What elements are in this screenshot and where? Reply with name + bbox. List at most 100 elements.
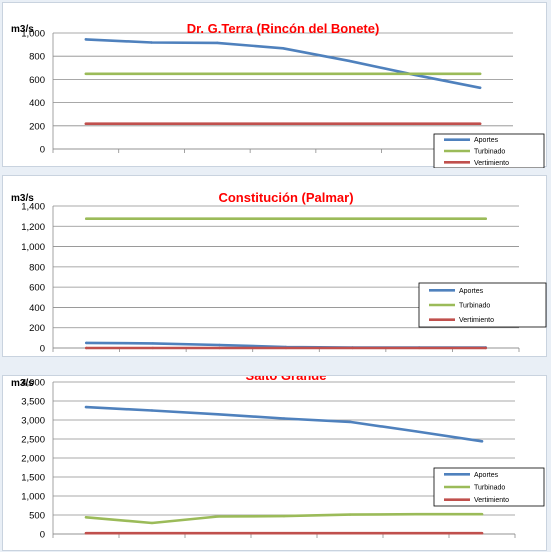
legend-label-vertimiento: Vertimiento xyxy=(474,160,509,167)
data-point-vertimiento xyxy=(84,532,88,535)
y-tick-label: 3,500 xyxy=(21,397,45,408)
y-tick-label: 2,500 xyxy=(21,435,45,446)
y-tick-label: 1,500 xyxy=(21,473,45,484)
legend-label-aportes: Aportes xyxy=(474,472,499,479)
y-tick-label: 200 xyxy=(29,121,45,132)
chart-panel-palmar: 0 200 400 600 800 1,000 1,200 1,400 m3/s Constitu… xyxy=(2,175,547,357)
data-point-aportes xyxy=(478,86,482,89)
data-point-aportes xyxy=(414,430,418,433)
data-point-turbinado xyxy=(347,72,350,76)
data-point-turbinado xyxy=(413,72,416,76)
data-point-aportes xyxy=(150,41,153,44)
data-point-aportes xyxy=(218,343,221,347)
y-axis-unit-label: m3/s xyxy=(11,24,34,35)
data-point-aportes xyxy=(347,59,350,63)
chart-title: Constitución (Palmar) xyxy=(218,190,353,205)
data-point-aportes xyxy=(84,38,88,41)
data-point-turbinado xyxy=(417,217,421,220)
data-point-turbinado xyxy=(85,217,88,220)
y-tick-label: 500 xyxy=(29,511,45,522)
data-point-vertimiento xyxy=(484,346,487,350)
y-tick-label: 800 xyxy=(29,262,45,273)
y-tick-label: 1,000 xyxy=(21,29,45,40)
data-point-vertimiento xyxy=(216,122,219,125)
legend-label-aportes: Aportes xyxy=(474,137,499,144)
data-point-turbinado xyxy=(151,217,155,220)
data-point-vertimiento xyxy=(348,532,352,535)
data-point-aportes xyxy=(281,47,285,50)
series-line-aportes xyxy=(84,38,482,90)
data-point-aportes xyxy=(216,413,220,416)
data-point-aportes xyxy=(151,342,155,345)
data-point-aportes xyxy=(348,420,352,424)
data-point-turbinado xyxy=(282,514,286,518)
legend-label-aportes: Aportes xyxy=(459,288,484,295)
data-point-aportes xyxy=(216,41,219,45)
y-tick-label: 0 xyxy=(40,145,45,156)
data-point-vertimiento xyxy=(478,122,482,125)
data-point-vertimiento xyxy=(281,122,285,125)
y-tick-label: 600 xyxy=(29,75,45,86)
legend-label-vertimiento: Vertimiento xyxy=(474,497,509,504)
y-tick-label: 0 xyxy=(40,344,45,355)
data-point-turbinado xyxy=(150,72,153,76)
y-tick-label: 1,400 xyxy=(21,202,45,213)
data-point-aportes xyxy=(480,440,484,443)
y-tick-label: 400 xyxy=(29,303,45,314)
data-point-vertimiento xyxy=(84,122,88,125)
data-point-vertimiento xyxy=(85,346,88,350)
data-point-vertimiento xyxy=(414,532,418,535)
y-tick-label: 200 xyxy=(29,323,45,334)
legend-label-turbinado: Turbinado xyxy=(474,149,505,156)
y-tick-label: 2,000 xyxy=(21,454,45,465)
y-tick-label: 1,200 xyxy=(21,222,45,233)
data-point-vertimiento xyxy=(347,122,350,125)
y-tick-label: 400 xyxy=(29,98,45,109)
data-point-turbinado xyxy=(284,217,288,220)
data-point-turbinado xyxy=(478,72,482,76)
data-point-turbinado xyxy=(484,217,487,220)
data-point-aportes xyxy=(282,417,286,420)
y-axis-unit-label: m3/s xyxy=(11,378,34,389)
data-point-vertimiento xyxy=(150,532,154,535)
line-chart-salto-grande: 0 500 1,000 1,500 2,000 2,500 3,000 3,500 4,000m… xyxy=(11,376,545,541)
legend-label-turbinado: Turbinado xyxy=(459,303,490,310)
data-point-turbinado xyxy=(216,515,220,518)
data-point-turbinado xyxy=(348,513,352,516)
chart-panel-salto-grande: 0 500 1,000 1,500 2,000 2,500 3,000 3,500 4,000 m… xyxy=(2,375,547,551)
y-tick-label: 600 xyxy=(29,283,45,294)
data-point-turbinado xyxy=(84,516,88,519)
y-tick-label: 4,000 xyxy=(21,378,45,389)
data-point-vertimiento xyxy=(151,346,155,350)
data-point-turbinado xyxy=(480,513,484,516)
y-tick-label: 1,000 xyxy=(21,242,45,253)
data-point-vertimiento xyxy=(216,532,220,535)
data-point-vertimiento xyxy=(284,346,288,350)
data-point-vertimiento xyxy=(480,532,484,535)
y-tick-label: 800 xyxy=(29,52,45,63)
data-point-turbinado xyxy=(351,217,354,220)
chart-title: Salto Grande xyxy=(246,376,327,383)
chart-title: Dr. G.Terra (Rincón del Bonete) xyxy=(187,21,380,36)
chart-panel-rincon-del-bonete: 0 200 400 600 800 1,000 m3/s Dr. G.Terra (Rincó… xyxy=(2,2,547,168)
y-tick-label: 1,000 xyxy=(21,492,45,503)
y-tick-label: 0 xyxy=(40,530,45,541)
data-point-aportes xyxy=(150,409,154,412)
data-point-turbinado xyxy=(414,513,418,516)
data-point-vertimiento xyxy=(150,122,153,125)
data-point-aportes xyxy=(85,341,88,345)
data-point-turbinado xyxy=(281,72,285,76)
y-tick-label: 3,000 xyxy=(21,416,45,427)
data-point-vertimiento xyxy=(218,346,221,350)
y-axis-unit-label: m3/s xyxy=(11,193,34,204)
data-point-vertimiento xyxy=(351,346,354,350)
data-point-vertimiento xyxy=(413,122,416,125)
data-point-vertimiento xyxy=(282,532,286,535)
data-point-vertimiento xyxy=(417,346,421,350)
data-point-turbinado xyxy=(150,521,154,525)
data-point-aportes xyxy=(84,405,88,409)
data-point-turbinado xyxy=(218,217,221,220)
series-line-aportes xyxy=(84,405,484,443)
legend-label-turbinado: Turbinado xyxy=(474,485,505,492)
